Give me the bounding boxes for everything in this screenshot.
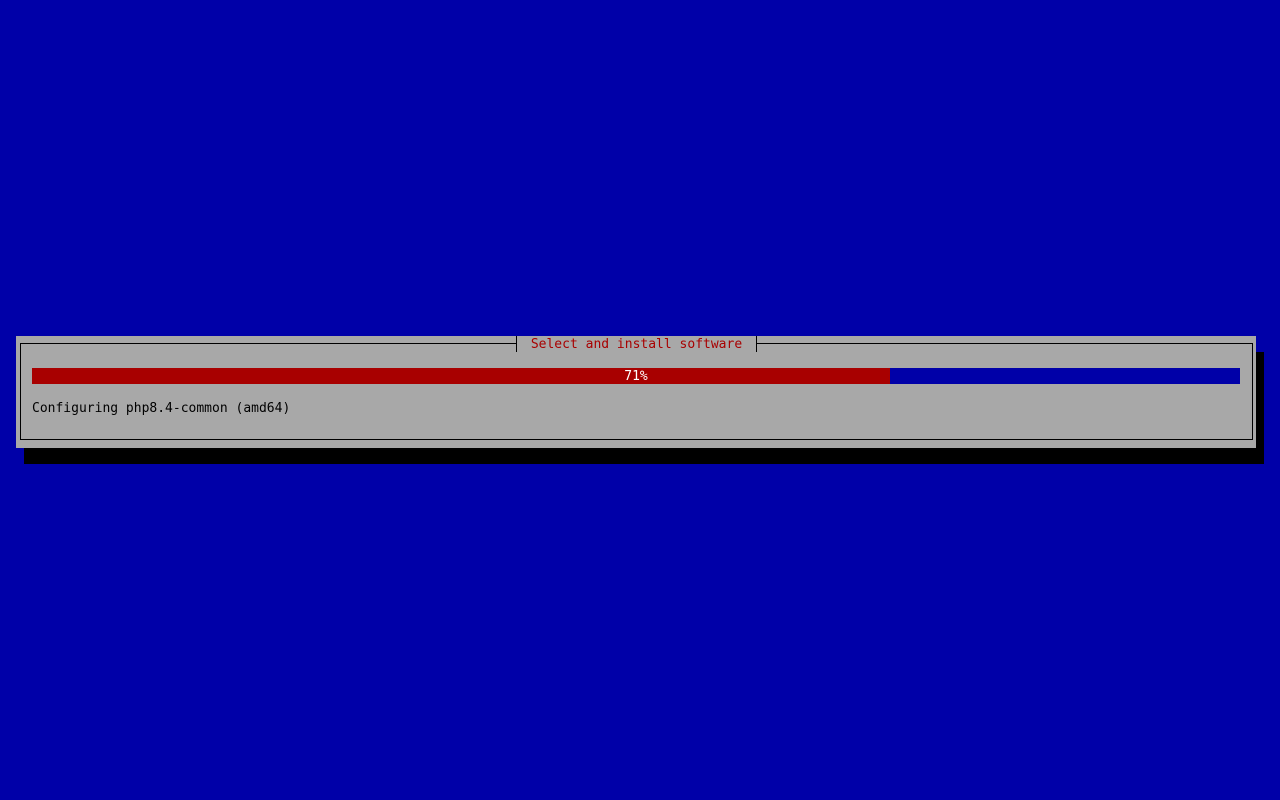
dialog-frame — [20, 343, 1253, 440]
progress-bar: 71% — [32, 368, 1240, 384]
dialog-title: Select and install software — [516, 336, 757, 352]
dialog-shadow — [1256, 352, 1264, 464]
progress-percent: 71% — [624, 369, 648, 384]
status-text: Configuring php8.4-common (amd64) — [32, 401, 291, 416]
dialog-shadow — [24, 448, 1264, 464]
install-progress-dialog: Select and install software 71% Configur… — [16, 336, 1256, 448]
progress-fill — [32, 368, 890, 384]
